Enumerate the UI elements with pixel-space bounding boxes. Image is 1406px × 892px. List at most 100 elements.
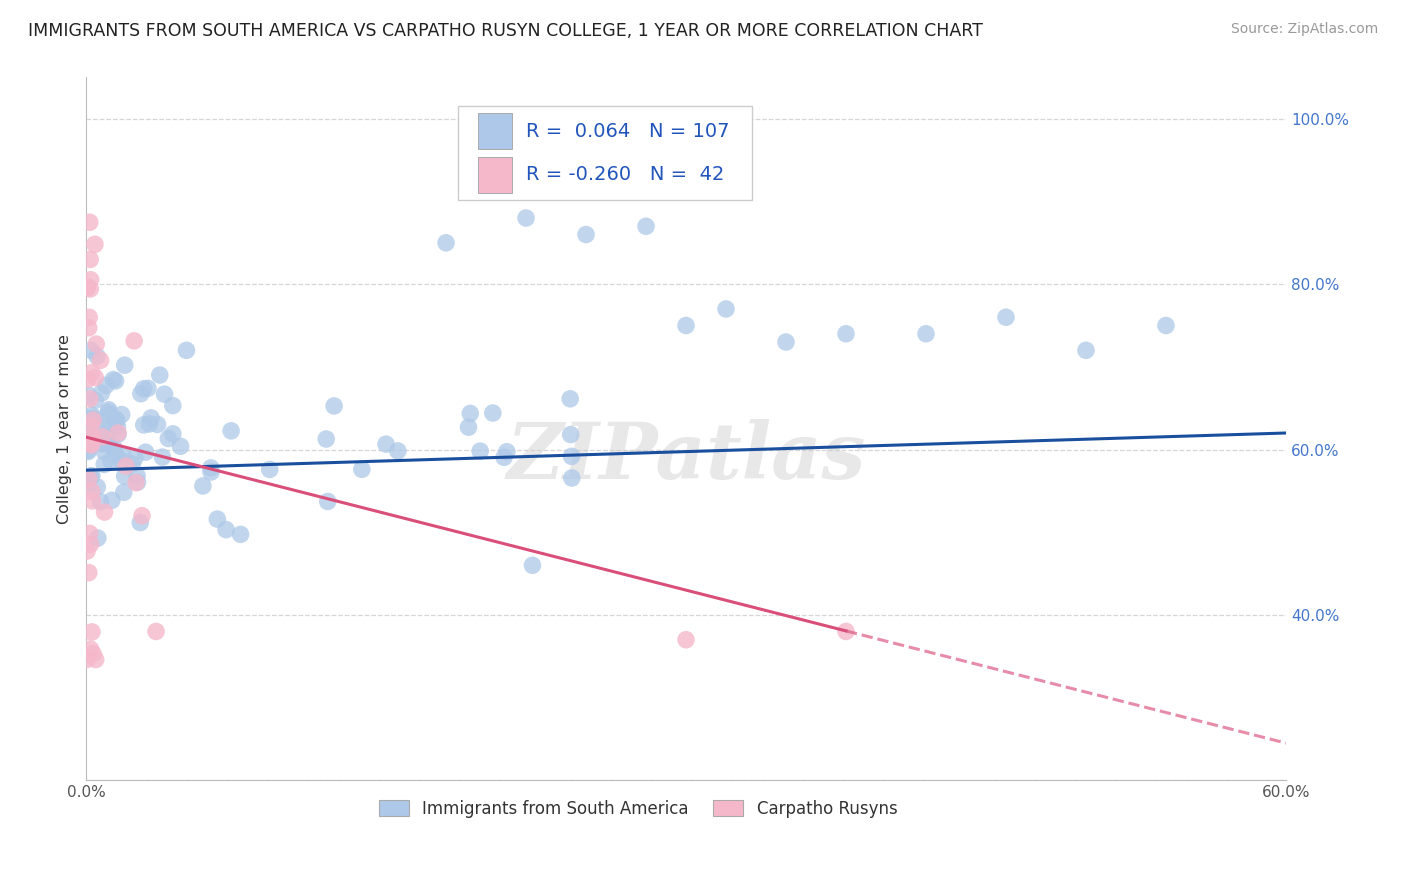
- Point: [105, 419, 128, 434]
- Point: [1074, 343, 1097, 358]
- Point: [103, 441, 125, 455]
- Point: [157, 432, 180, 446]
- Point: [457, 420, 479, 434]
- Point: [77, 422, 100, 436]
- Point: [77, 437, 100, 451]
- Point: [79, 282, 101, 296]
- Point: [80, 409, 103, 423]
- Point: [91, 421, 114, 435]
- Point: [79, 411, 101, 425]
- Point: [101, 419, 124, 434]
- Point: [121, 457, 143, 471]
- Point: [90, 386, 112, 401]
- Point: [76, 544, 98, 558]
- Point: [560, 450, 582, 464]
- Point: [162, 426, 184, 441]
- Point: [82, 494, 104, 508]
- Point: [77, 478, 100, 492]
- Point: [145, 624, 167, 639]
- Point: [76, 279, 98, 293]
- Point: [215, 523, 238, 537]
- Point: [575, 227, 598, 242]
- Point: [104, 374, 127, 388]
- Point: [152, 450, 174, 464]
- Point: [82, 434, 104, 449]
- Point: [146, 417, 169, 432]
- Point: [76, 652, 98, 666]
- Point: [77, 472, 100, 486]
- Point: [80, 438, 103, 452]
- Point: [98, 434, 121, 449]
- Point: [482, 406, 505, 420]
- Point: [80, 624, 103, 639]
- Point: [100, 453, 122, 467]
- Point: [114, 358, 136, 372]
- Point: [82, 430, 104, 444]
- Point: [387, 444, 409, 458]
- Point: [79, 273, 101, 287]
- Point: [200, 461, 222, 475]
- Point: [200, 465, 222, 479]
- Point: [122, 334, 145, 348]
- Point: [115, 459, 138, 474]
- Point: [915, 326, 938, 341]
- Point: [162, 399, 184, 413]
- Point: [169, 439, 191, 453]
- Point: [90, 353, 112, 368]
- Point: [105, 448, 128, 462]
- Point: [77, 321, 100, 335]
- Point: [77, 444, 100, 458]
- Point: [84, 652, 107, 666]
- Point: [229, 527, 252, 541]
- Point: [77, 566, 100, 580]
- Point: [775, 334, 797, 349]
- Point: [82, 647, 104, 661]
- Point: [350, 462, 373, 476]
- Point: [138, 417, 160, 431]
- FancyBboxPatch shape: [458, 105, 752, 201]
- Point: [149, 368, 172, 382]
- Point: [434, 235, 457, 250]
- Point: [207, 512, 229, 526]
- Point: [107, 425, 129, 440]
- Point: [79, 526, 101, 541]
- Point: [316, 494, 339, 508]
- Legend: Immigrants from South America, Carpatho Rusyns: Immigrants from South America, Carpatho …: [373, 793, 904, 825]
- Point: [494, 450, 516, 465]
- Point: [90, 436, 112, 450]
- Point: [129, 386, 152, 401]
- Point: [94, 378, 117, 392]
- Point: [176, 343, 198, 358]
- Point: [80, 343, 103, 358]
- Point: [139, 410, 162, 425]
- Point: [80, 436, 103, 450]
- Point: [86, 349, 108, 363]
- Text: Source: ZipAtlas.com: Source: ZipAtlas.com: [1230, 22, 1378, 37]
- Point: [132, 382, 155, 396]
- Point: [97, 437, 120, 451]
- Point: [93, 505, 115, 519]
- Point: [153, 387, 176, 401]
- Point: [93, 444, 115, 458]
- Point: [675, 318, 697, 333]
- Point: [77, 443, 100, 458]
- Point: [136, 381, 159, 395]
- Text: ZIPatlas: ZIPatlas: [506, 418, 866, 495]
- Point: [111, 448, 134, 462]
- Point: [79, 537, 101, 551]
- Point: [84, 237, 107, 252]
- Point: [77, 423, 100, 437]
- Text: IMMIGRANTS FROM SOUTH AMERICA VS CARPATHO RUSYN COLLEGE, 1 YEAR OR MORE CORRELAT: IMMIGRANTS FROM SOUTH AMERICA VS CARPATH…: [28, 22, 983, 40]
- Point: [125, 475, 148, 490]
- Point: [315, 432, 337, 446]
- Point: [87, 531, 110, 545]
- Point: [104, 412, 127, 426]
- Point: [495, 444, 517, 458]
- Point: [110, 453, 132, 467]
- Point: [84, 337, 107, 351]
- Point: [93, 428, 115, 442]
- Point: [80, 366, 103, 380]
- Point: [79, 469, 101, 483]
- Point: [79, 642, 101, 657]
- Point: [675, 632, 697, 647]
